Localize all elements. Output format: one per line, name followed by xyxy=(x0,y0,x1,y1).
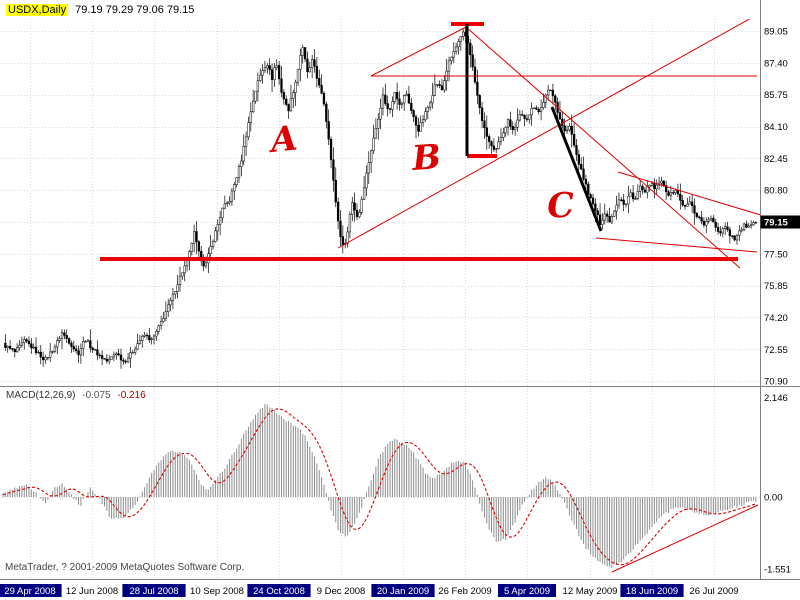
svg-text:80.80: 80.80 xyxy=(764,186,788,197)
svg-text:-1.551: -1.551 xyxy=(764,564,791,575)
date-label-highlight xyxy=(247,584,311,597)
date-label: 26 Jul 2009 xyxy=(689,586,738,597)
ohlc-values: 79.19 79.29 79.06 79.15 xyxy=(75,4,195,16)
trendline[interactable] xyxy=(595,237,758,253)
candles xyxy=(4,26,757,369)
date-label-highlight xyxy=(371,584,435,597)
indicator-main-value: -0.075 xyxy=(82,390,111,401)
svg-text:70.90: 70.90 xyxy=(764,377,788,388)
date-label-highlight xyxy=(0,584,62,597)
date-label: 26 Feb 2009 xyxy=(438,586,491,597)
svg-text:0.00: 0.00 xyxy=(764,493,783,504)
price-axis: 89.05 87.40 85.75 84.10 82.45 80.80 79.15 77.50… xyxy=(764,27,791,576)
chart-title: USDX,Daily 79.19 79.29 79.06 79.15 xyxy=(6,4,194,16)
date-label: 28 Jul 2008 xyxy=(129,586,178,597)
svg-text:72.55: 72.55 xyxy=(764,345,788,356)
svg-text:75.85: 75.85 xyxy=(764,281,788,292)
indicator-label: MACD(12,26,9) -0.075 -0.216 xyxy=(6,390,146,401)
date-label: 9 Dec 2008 xyxy=(317,586,366,597)
current-price-tag xyxy=(760,215,800,229)
svg-text:82.45: 82.45 xyxy=(764,154,788,165)
svg-text:85.75: 85.75 xyxy=(764,90,788,101)
svg-text:87.40: 87.40 xyxy=(764,58,788,69)
svg-text:89.05: 89.05 xyxy=(764,27,788,38)
macd-signal-line xyxy=(2,408,756,566)
symbol-timeframe-label: USDX,Daily xyxy=(6,4,69,16)
date-label-highlight xyxy=(122,584,186,597)
panel-separators xyxy=(0,0,800,580)
indicator-name: MACD(12,26,9) xyxy=(6,390,76,401)
date-label: 10 Sep 2008 xyxy=(190,586,244,597)
date-label: 20 Jan 2009 xyxy=(377,586,429,597)
drawn-black-line[interactable] xyxy=(550,106,603,232)
trendline[interactable] xyxy=(617,171,764,216)
indicator-signal-value: -0.216 xyxy=(117,390,146,401)
chart-drawings: A B C xyxy=(100,12,764,269)
date-label: 12 Jun 2008 xyxy=(66,586,118,597)
date-label: 29 Apr 2008 xyxy=(4,586,55,597)
svg-text:2.146: 2.146 xyxy=(764,393,788,404)
date-label-highlight xyxy=(498,584,556,597)
grid xyxy=(0,19,760,578)
date-label-highlight xyxy=(620,584,684,597)
date-label: 5 Apr 2009 xyxy=(504,586,550,597)
trendline[interactable] xyxy=(337,12,762,249)
date-label: 12 May 2009 xyxy=(563,586,618,597)
trendline[interactable] xyxy=(370,26,467,77)
macd-trendline[interactable] xyxy=(611,504,759,573)
current-price-value: 79.15 xyxy=(764,218,788,229)
date-label: 24 Oct 2008 xyxy=(253,586,305,597)
annotation-letter[interactable]: C xyxy=(546,185,576,227)
svg-text:84.10: 84.10 xyxy=(764,122,788,133)
copyright-text: MetaTrader, ? 2001-2009 MetaQuotes Softw… xyxy=(5,562,245,573)
macd-histogram xyxy=(2,403,757,568)
annotation-letter[interactable]: A xyxy=(266,118,299,161)
date-label: 18 Jun 2009 xyxy=(626,586,678,597)
trendline[interactable] xyxy=(465,26,741,269)
svg-text:77.50: 77.50 xyxy=(764,249,788,260)
svg-text:74.20: 74.20 xyxy=(764,313,788,324)
annotation-letter[interactable]: B xyxy=(410,137,442,179)
time-axis: 29 Apr 2008 12 Jun 2008 28 Jul 2008 10 Sep … xyxy=(0,584,739,597)
